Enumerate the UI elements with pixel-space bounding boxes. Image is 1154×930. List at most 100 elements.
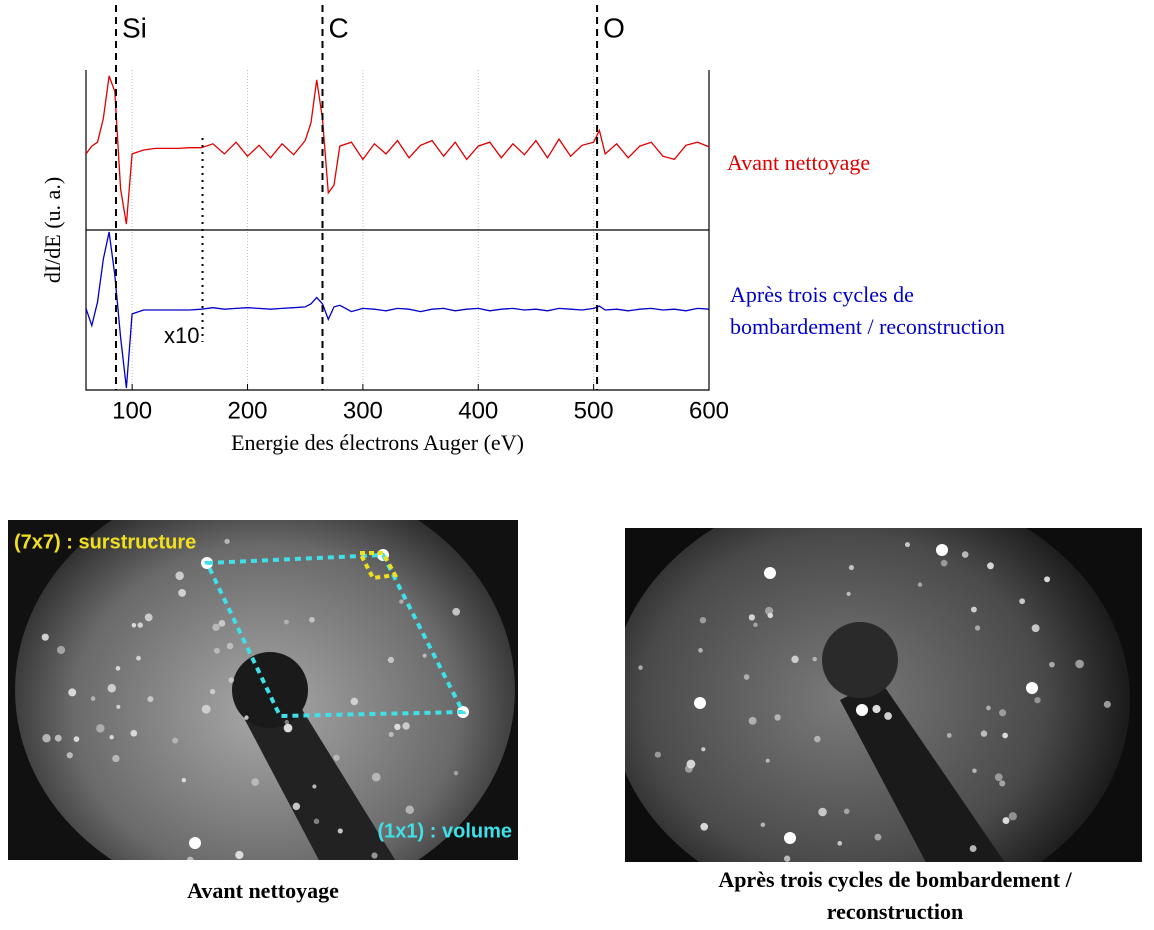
bright-spot — [1026, 682, 1038, 694]
spot — [422, 653, 427, 658]
bright-spot — [189, 837, 201, 849]
spot — [244, 715, 249, 720]
spot — [818, 807, 827, 817]
data-line — [85, 231, 710, 389]
spot — [201, 704, 211, 714]
spot — [969, 845, 977, 852]
bright-spot — [764, 567, 776, 579]
spot — [66, 752, 73, 759]
bright-spot — [856, 704, 868, 716]
spot — [309, 616, 315, 623]
spot — [130, 729, 138, 737]
spot — [68, 688, 77, 697]
spot — [1044, 576, 1051, 583]
spot — [774, 714, 781, 721]
spot — [399, 599, 404, 604]
spot — [136, 655, 141, 661]
spot — [73, 736, 80, 742]
x-tick-label: 600 — [689, 397, 729, 424]
spot — [394, 723, 401, 731]
spot — [783, 855, 791, 862]
spot — [748, 716, 757, 725]
spot — [791, 655, 799, 664]
spot — [453, 770, 459, 776]
spot — [178, 588, 186, 597]
spot — [846, 591, 851, 596]
spot — [109, 735, 114, 740]
legend-label: Avant nettoyage — [727, 150, 871, 175]
spot — [972, 768, 977, 774]
spot — [371, 852, 378, 859]
spot — [999, 780, 1006, 787]
spot — [654, 751, 661, 758]
spot — [753, 622, 758, 628]
spot — [172, 737, 179, 744]
annotation-label: Si — [122, 12, 147, 43]
spot — [144, 613, 153, 622]
x-tick-label: 300 — [343, 397, 383, 424]
spot — [147, 696, 154, 703]
spot — [837, 841, 843, 846]
spot — [1103, 700, 1111, 708]
spot — [765, 758, 770, 763]
spot — [228, 677, 235, 683]
annotation-label: O — [603, 12, 625, 43]
spot — [698, 648, 703, 653]
y-axis-label: dI/dE (u. a.) — [40, 177, 65, 283]
bright-spot — [694, 697, 706, 709]
spot — [760, 822, 766, 827]
spot — [235, 850, 244, 860]
spot — [137, 622, 143, 628]
image-caption: Après trois cycles de bombardement / rec… — [718, 867, 1072, 924]
image-label: (7x7) : surstructure — [14, 531, 196, 553]
spot — [994, 773, 1003, 782]
spot — [961, 551, 969, 558]
spot — [112, 754, 120, 763]
image-caption: Avant nettoyage — [187, 878, 339, 903]
spot — [843, 808, 850, 815]
spot — [980, 730, 988, 737]
spot — [848, 564, 854, 571]
spot — [1008, 812, 1017, 821]
leed-image-before — [8, 520, 518, 877]
spot — [1002, 732, 1008, 739]
spot — [218, 619, 226, 627]
spot — [743, 674, 750, 680]
leed-image-after — [625, 528, 1142, 862]
spot — [638, 665, 643, 670]
scale-note-label: x10 — [164, 323, 199, 348]
spot — [90, 696, 96, 701]
spot — [239, 873, 243, 877]
spot — [884, 712, 892, 720]
data-line — [85, 75, 710, 225]
spot — [974, 625, 981, 631]
spot — [402, 722, 410, 730]
spot — [812, 656, 817, 662]
spot — [313, 818, 320, 825]
bright-spot — [936, 544, 948, 556]
spot — [226, 642, 234, 650]
spot — [699, 616, 707, 624]
spot — [986, 705, 991, 711]
spot — [987, 562, 994, 570]
spot — [684, 764, 693, 773]
spot — [387, 656, 395, 663]
spot — [209, 688, 216, 695]
spot — [1075, 659, 1084, 669]
x-axis-label: Energie des électrons Auger (eV) — [231, 430, 524, 455]
spot — [748, 614, 756, 621]
spot — [251, 778, 259, 786]
spot — [940, 559, 948, 567]
spot — [96, 724, 105, 733]
spot — [41, 633, 49, 641]
spot — [1031, 624, 1040, 633]
x-tick-label: 200 — [227, 397, 267, 424]
spot — [42, 734, 51, 743]
spot — [764, 606, 774, 616]
spot — [56, 645, 66, 655]
x-tick-label: 100 — [112, 397, 152, 424]
spot — [175, 571, 184, 581]
spot — [147, 537, 153, 543]
